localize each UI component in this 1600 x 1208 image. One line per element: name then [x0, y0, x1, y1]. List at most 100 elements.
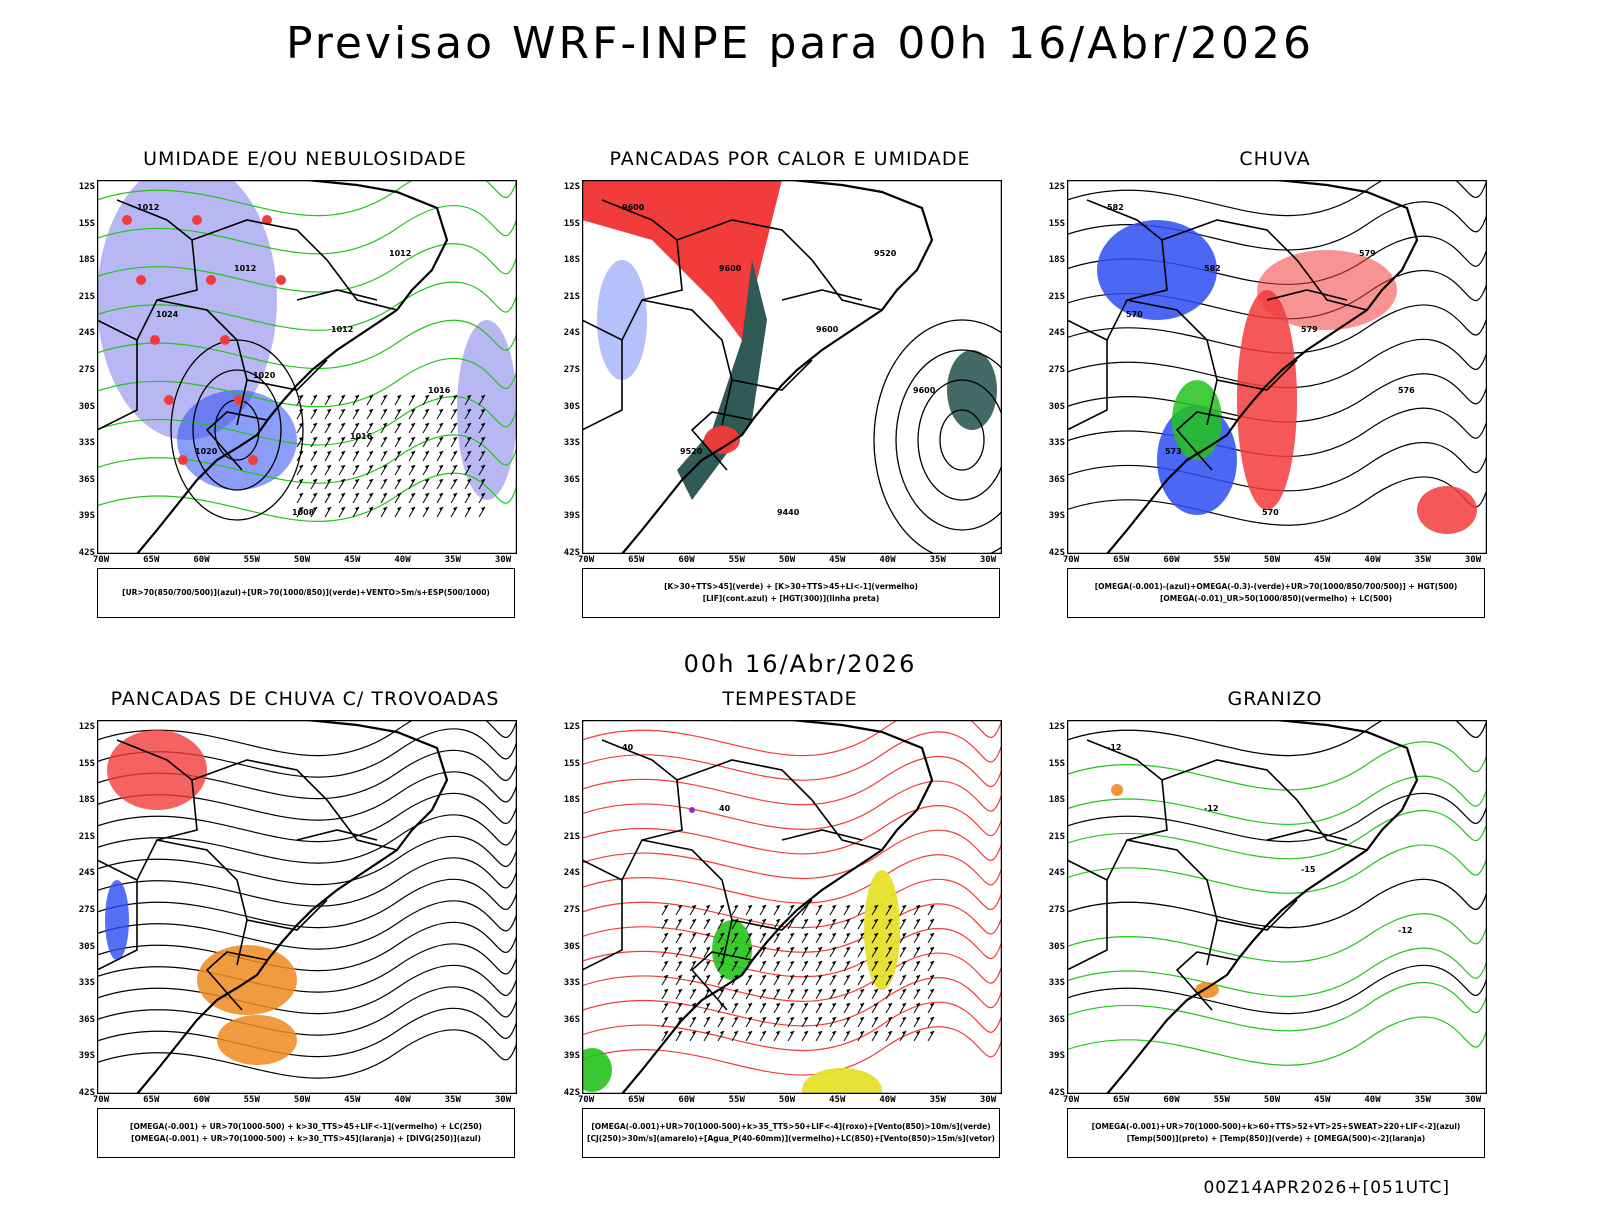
wind-vector-850 — [745, 1016, 753, 1028]
coastline — [136, 720, 449, 1094]
wind-vector — [394, 408, 402, 420]
longitude-label: 60W — [1163, 1095, 1180, 1105]
latitude-label: 24S — [78, 328, 95, 339]
latitude-label: 39S — [563, 1051, 580, 1062]
wind-vector-850 — [773, 946, 781, 958]
wind-vector — [310, 450, 318, 462]
contour-label: -12 — [1107, 743, 1121, 752]
pressure-contour-red — [582, 780, 1002, 830]
humidity-contour-green — [97, 180, 517, 217]
longitude-label: 50W — [1263, 1095, 1281, 1105]
contour-label: 9600 — [622, 203, 645, 212]
wind-vector-850 — [899, 1002, 907, 1014]
wind-vector-850 — [829, 946, 837, 958]
longitude-label: 40W — [879, 555, 896, 565]
wind-vector-850 — [815, 946, 823, 958]
wind-vector — [478, 478, 486, 490]
wind-vector — [324, 478, 332, 490]
wind-vector — [422, 422, 430, 434]
wind-vector — [296, 506, 304, 518]
country-border — [1175, 951, 1238, 1011]
streamline-250 — [97, 720, 517, 757]
longitude-label: 60W — [678, 1095, 695, 1105]
latitude-label: 18S — [563, 255, 580, 266]
longitude-label: 70W — [1062, 555, 1080, 565]
longitude-label: 55W — [243, 1095, 260, 1105]
wind-vector-850 — [717, 974, 725, 986]
thickness-label-red — [150, 335, 160, 345]
wind-vector-850 — [745, 904, 753, 916]
map-legend: [K>30+TTS>45](verde) + [K>30+TTS>45+LI<-… — [582, 568, 1000, 618]
wind-vector — [324, 506, 332, 518]
wind-vector-850 — [857, 1030, 865, 1042]
latitude-label: 27S — [78, 905, 95, 915]
wind-vector-850 — [815, 988, 823, 1000]
latitude-label: 39S — [78, 1051, 95, 1062]
latitude-label: 18S — [78, 795, 95, 806]
country-border — [136, 239, 198, 341]
longitude-label: 65W — [628, 1095, 645, 1105]
latitude-label: 18S — [1048, 795, 1065, 806]
thickness-label-red — [164, 395, 174, 405]
wind-vector — [450, 478, 458, 490]
longitude-label: 55W — [728, 555, 745, 565]
wind-vector — [338, 436, 346, 448]
temp-850-contour-green — [1067, 947, 1487, 997]
latitude-label: 33S — [1048, 438, 1065, 449]
wind-vector-850 — [801, 1016, 809, 1028]
wind-vector — [352, 492, 360, 504]
longitude-label: 60W — [193, 555, 210, 565]
wind-vector-850 — [857, 918, 865, 930]
wind-vector-850 — [899, 1016, 907, 1028]
wind-vector — [310, 422, 318, 434]
wind-vector — [352, 506, 360, 518]
instability-area-orange — [217, 1015, 297, 1065]
latitude-label: 24S — [1048, 328, 1065, 339]
contour-label: 1012 — [389, 249, 411, 258]
longitude-label: 35W — [929, 1095, 946, 1105]
contour-label: -12 — [1398, 926, 1412, 935]
wind-vector — [296, 478, 304, 490]
wind-vector — [324, 408, 332, 420]
streamline-250 — [97, 1007, 517, 1058]
wind-vector-850 — [871, 918, 879, 930]
wind-vector — [394, 506, 402, 518]
contour-label: 40 — [719, 804, 731, 813]
rain-area-red — [1417, 486, 1477, 534]
country-border — [731, 899, 813, 931]
coastline — [1106, 180, 1419, 554]
legend-line: [OMEGA(-0.001)+UR>70(1000-500)+k>35_TTS>… — [591, 1122, 991, 1131]
streamline-250 — [97, 835, 517, 886]
wind-vector-850 — [871, 946, 879, 958]
longitude-label: 65W — [143, 555, 160, 565]
longitude-label: 35W — [444, 1095, 461, 1105]
country-border — [136, 779, 198, 881]
wind-vector-850 — [843, 918, 851, 930]
longitude-label: 70W — [1062, 1095, 1080, 1105]
country-border — [1216, 359, 1298, 391]
longitude-label: 65W — [1113, 555, 1130, 565]
jet-stream-area-yellow — [802, 1068, 882, 1094]
wind-vector-850 — [885, 1002, 893, 1014]
latitude-label: 21S — [78, 291, 95, 302]
wind-vector-850 — [843, 988, 851, 1000]
wind-vector-850 — [843, 904, 851, 916]
wind-vector-850 — [731, 1030, 739, 1042]
latitude-label: 21S — [563, 831, 580, 842]
map-svg: 582 582 579 576 573 570 579 570 — [1067, 180, 1487, 554]
wind-vector — [436, 478, 444, 490]
country-border — [1086, 739, 1298, 801]
wind-vector — [408, 464, 416, 476]
wind-vector-850 — [773, 960, 781, 972]
wind-vector-850 — [927, 904, 935, 916]
geopotential-height-300 — [895, 349, 1002, 531]
latitude-label: 42S — [78, 548, 95, 558]
wind-vector-850 — [773, 904, 781, 916]
latitude-label: 12S — [1048, 722, 1065, 732]
wind-vector — [352, 464, 360, 476]
latitude-label: 12S — [78, 722, 95, 732]
wind-vector-850 — [759, 974, 767, 986]
wind-vector — [464, 506, 472, 518]
wind-vector-850 — [675, 946, 683, 958]
wind-vector-850 — [927, 960, 935, 972]
